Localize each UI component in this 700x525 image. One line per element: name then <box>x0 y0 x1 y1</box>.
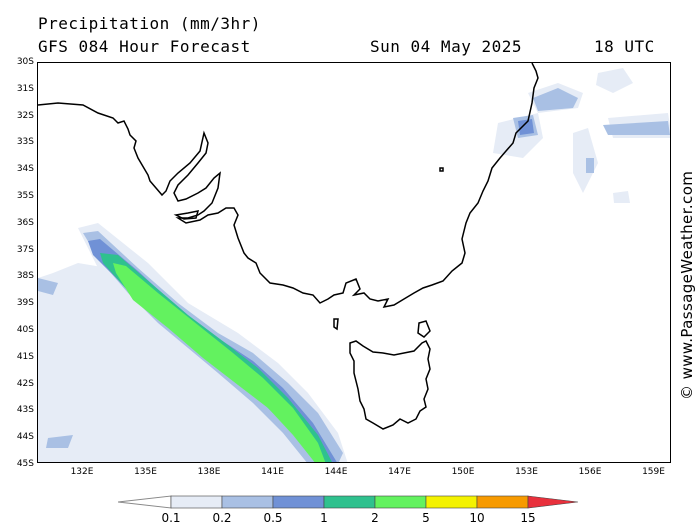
legend-swatch <box>374 495 427 509</box>
forecast-model: GFS 084 Hour Forecast <box>38 37 251 56</box>
precipitation-map <box>37 62 671 463</box>
latitude-label: 43S <box>16 405 34 416</box>
legend-low-tip <box>117 495 172 509</box>
chart-title: Precipitation (mm/3hr) <box>38 14 261 33</box>
latitude-label: 45S <box>16 459 34 469</box>
latitude-label: 38S <box>16 271 34 282</box>
latitude-label: 39S <box>16 298 34 309</box>
latitude-label: 34S <box>16 164 34 175</box>
precipitation-legend <box>117 492 582 512</box>
precip-area-medium <box>603 121 670 135</box>
precip-area-light <box>38 383 177 462</box>
longitude-label: 132E <box>70 467 94 477</box>
precip-area-green <box>113 263 326 462</box>
legend-label: 10 <box>469 511 485 525</box>
longitude-label: 156E <box>578 467 602 477</box>
precip-area-medium <box>38 278 58 295</box>
precip-area-light <box>148 398 238 462</box>
legend-label: 0.2 <box>212 511 232 525</box>
precip-field <box>38 68 670 462</box>
legend-swatch <box>323 495 376 509</box>
longitude-label: 150E <box>451 467 475 477</box>
latitude-label: 44S <box>16 432 34 443</box>
longitude-label: 159E <box>642 467 665 477</box>
longitude-label: 135E <box>134 467 157 477</box>
latitude-label: 30S <box>16 57 34 67</box>
latitude-label: 33S <box>16 137 34 148</box>
latitude-label: 40S <box>16 325 34 335</box>
legend-label: 15 <box>520 511 536 525</box>
precip-area-dark <box>518 119 534 135</box>
copyright-text: © www.PassageWeather.com <box>678 170 696 400</box>
forecast-time: 18 UTC <box>594 37 655 56</box>
longitude-label: 144E <box>324 467 348 477</box>
legend-swatch <box>170 495 223 509</box>
latitude-label: 42S <box>16 378 34 389</box>
precip-area-light <box>573 128 598 193</box>
longitude-label: 147E <box>388 467 411 477</box>
legend-high-tip <box>527 495 579 509</box>
legend-swatch <box>476 495 529 509</box>
longitude-label: 141E <box>261 467 284 477</box>
latitude-label: 41S <box>16 351 34 362</box>
precip-area-medium <box>46 435 73 448</box>
latitude-label: 35S <box>16 191 34 201</box>
legend-label: 1 <box>320 511 328 525</box>
precip-area-medium <box>533 88 578 111</box>
legend-label: 2 <box>371 511 379 525</box>
legend-swatch <box>272 495 325 509</box>
longitude-label: 138E <box>197 467 221 477</box>
precip-area-light <box>613 191 630 203</box>
longitude-label: 153E <box>515 467 538 477</box>
latitude-label: 36S <box>16 217 34 228</box>
latitude-label: 31S <box>16 83 34 94</box>
precip-area-medium <box>586 158 594 173</box>
precip-area-light <box>596 68 633 93</box>
latitude-label: 32S <box>16 110 34 121</box>
forecast-date: Sun 04 May 2025 <box>370 37 522 56</box>
legend-swatch <box>425 495 478 509</box>
legend-swatch <box>221 495 274 509</box>
coastline <box>38 63 539 430</box>
legend-label: 0.5 <box>263 511 283 525</box>
legend-label: 0.1 <box>161 511 181 525</box>
latitude-label: 37S <box>16 244 34 255</box>
legend-label: 5 <box>422 511 430 525</box>
